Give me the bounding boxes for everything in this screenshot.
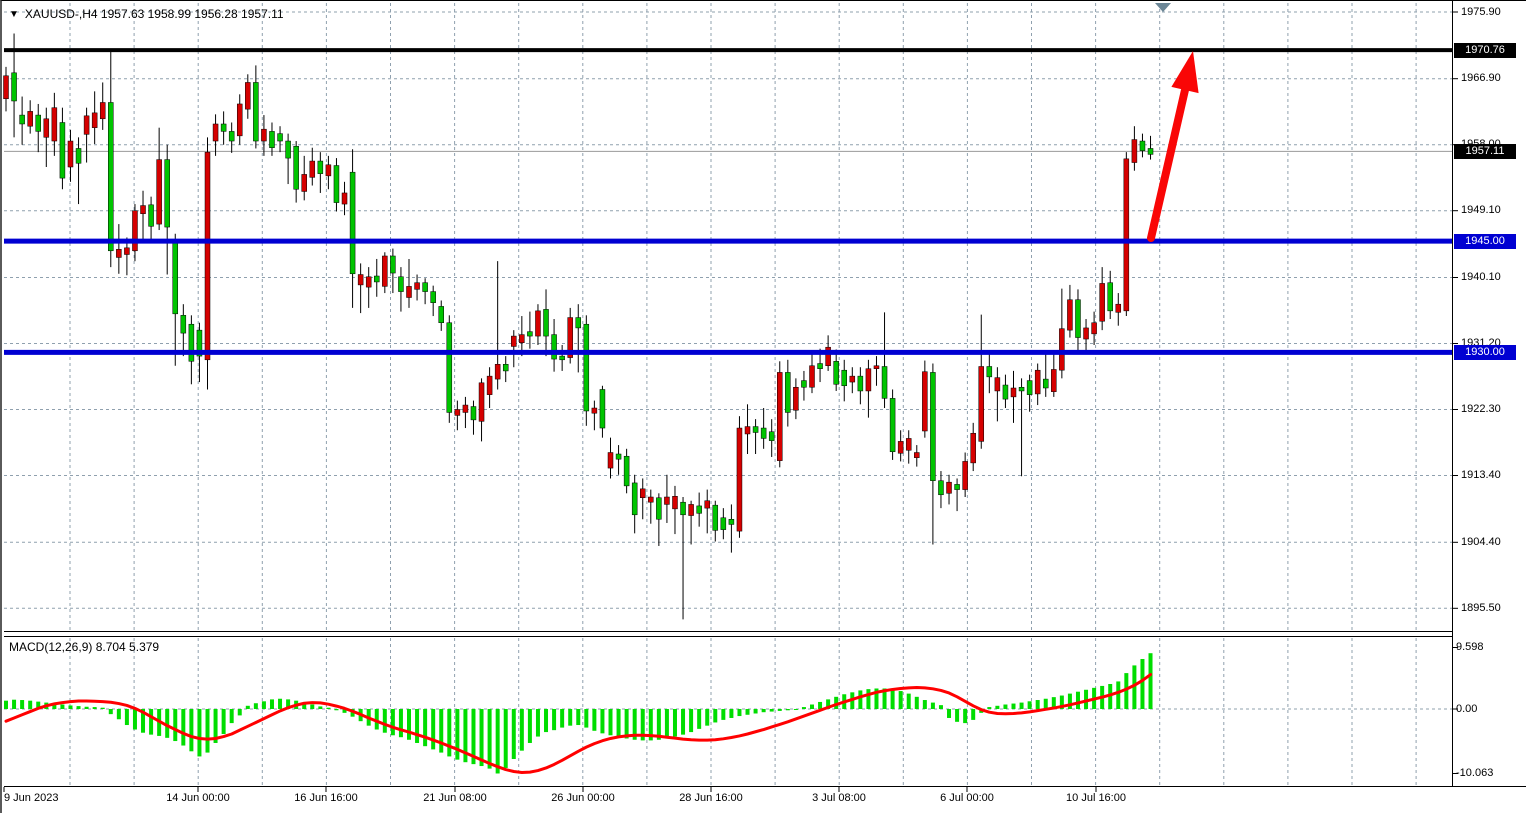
grid-layer (4, 3, 1452, 785)
macd-axis-label: -10.063 (1456, 767, 1494, 779)
pane-frame (3, 1, 1526, 792)
time-axis-label: 9 Jun 2023 (4, 792, 59, 804)
price-badge-support2: 1930.00 (1454, 344, 1516, 360)
time-axis-label: 21 Jun 08:00 (423, 792, 487, 804)
time-axis-label: 26 Jun 00:00 (551, 792, 615, 804)
price-axis-label: 1949.10 (1461, 204, 1501, 217)
time-axis-label: 16 Jun 16:00 (294, 792, 358, 804)
price-badge-resistance: 1970.76 (1454, 42, 1516, 58)
macd-axis-label: 9.598 (1456, 641, 1484, 653)
price-axis-label: 1966.90 (1461, 72, 1501, 85)
candlestick-series (3, 33, 1154, 620)
symbol-dropdown-icon[interactable]: ▼ (9, 9, 19, 20)
time-axis-label: 3 Jul 08:00 (812, 792, 866, 804)
macd-axis-label: 0.00 (1456, 702, 1478, 715)
chart-title: ▼ XAUUSD-,H4 1957.63 1958.99 1956.28 1957… (9, 7, 284, 21)
symbol-ohlc-text: XAUUSD-,H4 1957.63 1958.99 1956.28 1957.… (24, 7, 284, 21)
price-axis-label: 1922.30 (1461, 403, 1501, 415)
price-axis-label: 1940.10 (1461, 271, 1501, 283)
chart-shift-marker-icon[interactable] (1155, 3, 1171, 12)
time-axis-label: 6 Jul 00:00 (940, 792, 994, 804)
macd-indicator (4, 653, 1153, 774)
time-axis-label: 28 Jun 16:00 (679, 792, 743, 804)
price-axis-label: 1975.90 (1461, 5, 1501, 18)
level-lines[interactable] (4, 48, 1452, 355)
price-badge-current: 1957.11 (1454, 143, 1516, 159)
price-axis-label: 1913.40 (1461, 469, 1501, 481)
price-axis-label: 1895.50 (1461, 601, 1501, 614)
time-axis-label: 14 Jun 00:00 (166, 792, 230, 804)
trend-arrow[interactable] (1147, 51, 1199, 242)
price-badge-support1: 1945.00 (1454, 233, 1516, 249)
macd-indicator-label: MACD(12,26,9) 8.704 5.379 (9, 640, 160, 654)
time-axis-label: 10 Jul 16:00 (1066, 792, 1126, 804)
price-axis-label: 1904.40 (1461, 535, 1501, 548)
macd-signal-line (4, 673, 1153, 774)
